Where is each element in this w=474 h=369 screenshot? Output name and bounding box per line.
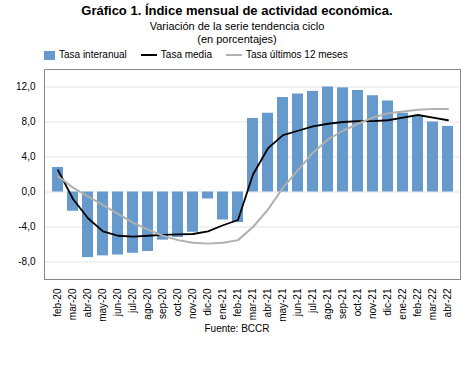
svg-text:oct-20: oct-20 [172,288,183,316]
svg-text:0,0: 0,0 [22,186,36,197]
html-text:Tasa últimos 12 meses: Tasa últimos 12 meses [246,49,348,60]
svg-text:-8,0: -8,0 [18,256,36,267]
svg-text:dic-21: dic-21 [382,288,393,316]
svg-text:feb-21: feb-21 [232,288,243,317]
svg-text:nov-20: nov-20 [187,288,198,319]
svg-text:abr-20: abr-20 [82,288,93,317]
svg-text:may-21: may-21 [277,288,288,322]
svg-text:4,0: 4,0 [22,151,36,162]
svg-text:dic-20: dic-20 [202,288,213,316]
svg-text:mar-21: mar-21 [247,288,258,320]
svg-text:ago-21: ago-21 [322,288,333,320]
svg-text:jul-20: jul-20 [127,288,138,314]
svg-text:abr-21: abr-21 [262,288,273,317]
svg-text:sep-20: sep-20 [157,288,168,319]
svg-text:feb-20: feb-20 [52,288,63,317]
svg-text:mar-22: mar-22 [427,288,438,320]
html-text:Tasa interanual: Tasa interanual [59,49,127,60]
svg-text:abr-22: abr-22 [442,288,453,317]
svg-text:jun-20: jun-20 [112,288,123,317]
svg-text:feb-22: feb-22 [412,288,423,317]
svg-text:-4,0: -4,0 [18,221,36,232]
svg-text:jun-21: jun-21 [292,288,303,317]
html-text:Gráfico 1. Índice mensual de a: Gráfico 1. Índice mensual de actividad e… [81,3,393,18]
svg-text:may-20: may-20 [97,288,108,322]
svg-text:oct-21: oct-21 [352,288,363,316]
html-text:Variación de la serie tendenci: Variación de la serie tendencia ciclo (e… [149,20,325,45]
html-text:Tasa media: Tasa media [160,49,212,60]
svg-text:8,0: 8,0 [22,116,36,127]
svg-text:12,0: 12,0 [16,81,36,92]
svg-text:ene-22: ene-22 [397,288,408,320]
svg-text:nov-21: nov-21 [367,288,378,319]
svg-text:jul-21: jul-21 [307,288,318,314]
html-text:Fuente: BCCR: Fuente: BCCR [204,323,270,334]
svg-text:ago-20: ago-20 [142,288,153,320]
svg-text:mar-20: mar-20 [67,288,78,320]
svg-text:ene-21: ene-21 [217,288,228,320]
svg-text:sep-21: sep-21 [337,288,348,319]
